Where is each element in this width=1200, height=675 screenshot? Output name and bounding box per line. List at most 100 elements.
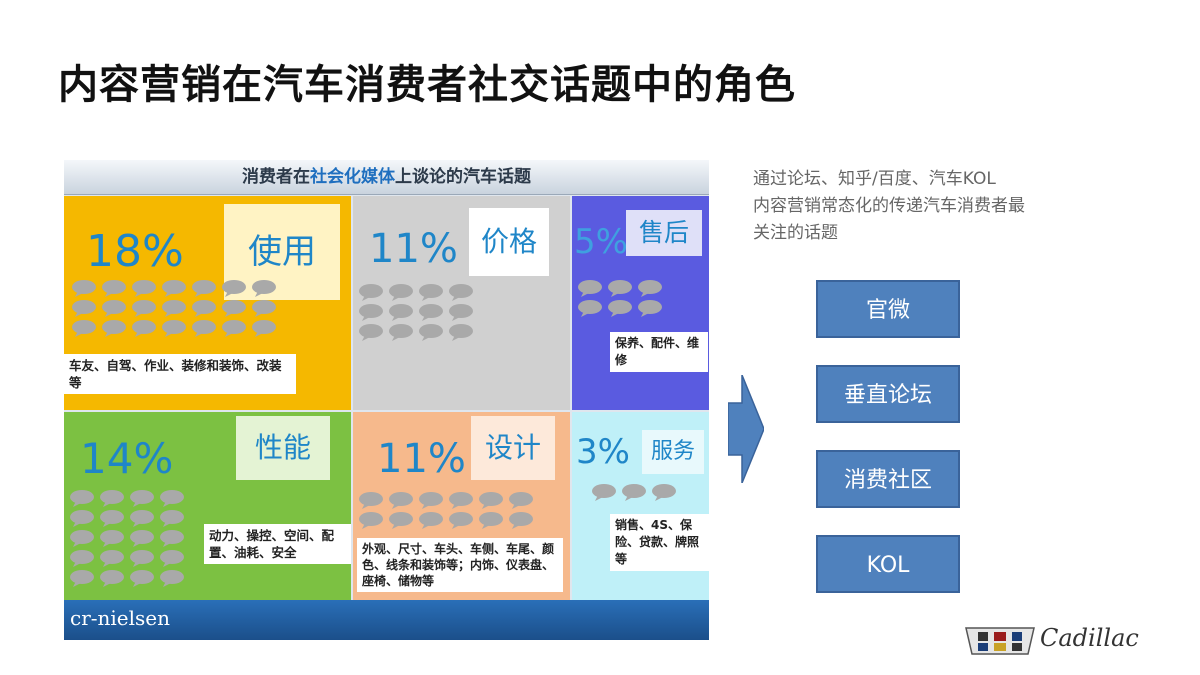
speech-bubble-icon — [252, 300, 276, 317]
speech-bubble-icon — [70, 550, 94, 567]
panel-header-post: 上谈论的汽车话题 — [395, 167, 531, 187]
slide-title: 内容营销在汽车消费者社交话题中的角色 — [58, 62, 796, 108]
panel-header: 消费者在社会化媒体上谈论的汽车话题 — [64, 160, 709, 195]
speech-bubble-icon — [222, 280, 246, 297]
tile-price: 11% 价格 — [353, 196, 570, 410]
tile-aftersales-bubbles — [576, 278, 676, 318]
speech-bubble-icon — [72, 320, 96, 337]
speech-bubble-icon — [70, 570, 94, 587]
nielsen-logo: cr-nielsen — [70, 606, 171, 630]
channel-vertical-forum[interactable]: 垂直论坛 — [816, 365, 960, 423]
speech-bubble-icon — [359, 284, 383, 301]
tile-price-label: 价格 — [469, 208, 549, 276]
speech-bubble-icon — [102, 280, 126, 297]
speech-bubble-icon — [100, 530, 124, 547]
speech-bubble-icon — [592, 484, 616, 501]
speech-bubble-icon — [102, 300, 126, 317]
tile-usage-percent: 18% — [86, 226, 184, 277]
channel-official-wechat[interactable]: 官微 — [816, 280, 960, 338]
speech-bubble-icon — [72, 280, 96, 297]
description-line-3: 关注的话题 — [753, 223, 838, 243]
speech-bubble-icon — [70, 490, 94, 507]
tile-price-bubbles — [357, 282, 487, 342]
tile-usage-bubbles — [70, 278, 290, 348]
speech-bubble-icon — [100, 550, 124, 567]
channel-kol[interactable]: KOL — [816, 535, 960, 593]
speech-bubble-icon — [130, 550, 154, 567]
speech-bubble-icon — [389, 304, 413, 321]
speech-bubble-icon — [72, 300, 96, 317]
speech-bubble-icon — [419, 512, 443, 529]
tile-aftersales-label: 售后 — [626, 210, 702, 256]
speech-bubble-icon — [419, 304, 443, 321]
tile-design: 11% 设计 外观、尺寸、车头、车侧、车尾、颜色、线条和装饰等；内饰、仪表盘、座… — [353, 412, 570, 600]
speech-bubble-icon — [449, 284, 473, 301]
tile-service-percent: 3% — [576, 432, 630, 472]
speech-bubble-icon — [389, 324, 413, 341]
speech-bubble-icon — [192, 320, 216, 337]
speech-bubble-icon — [359, 492, 383, 509]
topic-panel: 消费者在社会化媒体上谈论的汽车话题 18% 使用 车友、自驾、作业、装修和装饰、… — [64, 160, 709, 640]
speech-bubble-icon — [359, 512, 383, 529]
speech-bubble-icon — [638, 300, 662, 317]
speech-bubble-icon — [70, 530, 94, 547]
channel-consumer-community[interactable]: 消费社区 — [816, 450, 960, 508]
speech-bubble-icon — [479, 492, 503, 509]
speech-bubble-icon — [130, 570, 154, 587]
speech-bubble-icon — [132, 320, 156, 337]
speech-bubble-icon — [192, 300, 216, 317]
speech-bubble-icon — [449, 324, 473, 341]
speech-bubble-icon — [100, 490, 124, 507]
speech-bubble-icon — [449, 512, 473, 529]
speech-bubble-icon — [162, 300, 186, 317]
speech-bubble-icon — [252, 320, 276, 337]
speech-bubble-icon — [160, 550, 184, 567]
speech-bubble-icon — [449, 492, 473, 509]
speech-bubble-icon — [359, 304, 383, 321]
tile-aftersales: 5% 售后 保养、配件、维修 — [572, 196, 709, 410]
speech-bubble-icon — [222, 320, 246, 337]
speech-bubble-icon — [578, 300, 602, 317]
speech-bubble-icon — [252, 280, 276, 297]
speech-bubble-icon — [160, 570, 184, 587]
speech-bubble-icon — [652, 484, 676, 501]
speech-bubble-icon — [449, 304, 473, 321]
tile-design-detail: 外观、尺寸、车头、车侧、车尾、颜色、线条和装饰等；内饰、仪表盘、座椅、储物等 — [357, 538, 563, 592]
tile-usage: 18% 使用 车友、自驾、作业、装修和装饰、改装等 — [64, 196, 351, 410]
tile-performance-label: 性能 — [236, 416, 330, 480]
tile-performance-percent: 14% — [80, 434, 174, 483]
speech-bubble-icon — [160, 490, 184, 507]
speech-bubble-icon — [160, 510, 184, 527]
speech-bubble-icon — [132, 300, 156, 317]
speech-bubble-icon — [509, 492, 533, 509]
speech-bubble-icon — [192, 280, 216, 297]
tile-design-label: 设计 — [471, 416, 555, 480]
description: 通过论坛、知乎/百度、汽车KOL 内容营销常态化的传递汽车消费者最 关注的话题 — [753, 166, 1173, 247]
tile-usage-detail: 车友、自驾、作业、装修和装饰、改装等 — [64, 354, 296, 394]
speech-bubble-icon — [419, 492, 443, 509]
tile-performance: 14% 性能 动力、操控、空间、配置、油耗、安全 — [64, 412, 351, 600]
speech-bubble-icon — [578, 280, 602, 297]
description-line-1: 通过论坛、知乎/百度、汽车KOL — [753, 169, 996, 189]
tile-performance-bubbles — [68, 488, 198, 588]
speech-bubble-icon — [222, 300, 246, 317]
speech-bubble-icon — [70, 510, 94, 527]
tile-design-bubbles — [357, 490, 557, 540]
speech-bubble-icon — [608, 280, 632, 297]
speech-bubble-icon — [162, 280, 186, 297]
tile-design-percent: 11% — [377, 436, 466, 482]
tile-service: 3% 服务 销售、4S、保险、贷款、牌照等 — [572, 412, 709, 600]
speech-bubble-icon — [130, 490, 154, 507]
speech-bubble-icon — [359, 324, 383, 341]
speech-bubble-icon — [389, 492, 413, 509]
speech-bubble-icon — [102, 320, 126, 337]
tile-aftersales-percent: 5% — [574, 222, 628, 262]
panel-header-pre: 消费者在 — [242, 167, 310, 187]
cadillac-wordmark: Cadillac — [1040, 624, 1139, 652]
panel-footer: cr-nielsen — [64, 600, 709, 640]
speech-bubble-icon — [100, 570, 124, 587]
panel-header-highlight: 社会化媒体 — [310, 167, 395, 187]
speech-bubble-icon — [479, 512, 503, 529]
cadillac-crest-icon — [965, 627, 1035, 655]
speech-bubble-icon — [638, 280, 662, 297]
